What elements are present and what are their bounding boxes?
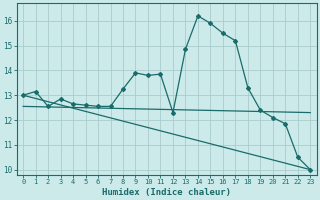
X-axis label: Humidex (Indice chaleur): Humidex (Indice chaleur)	[102, 188, 231, 197]
